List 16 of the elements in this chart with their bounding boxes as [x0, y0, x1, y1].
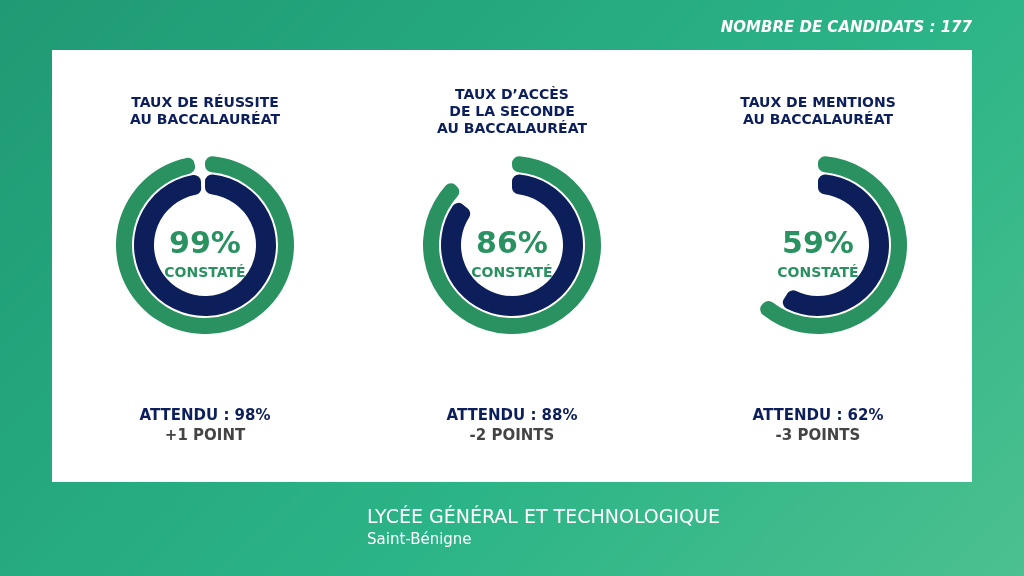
- text: -3 POINTS: [775, 425, 861, 444]
- chart-title: TAUX DE RÉUSSITE AU BACCALAURÉAT: [130, 93, 281, 127]
- text: NOMBRE DE CANDIDATS : 177: [720, 18, 972, 36]
- chart-title: TAUX DE MENTIONS AU BACCALAURÉAT: [740, 93, 897, 127]
- text: ATTENDU : 98%: [139, 405, 271, 424]
- text: 99%: [169, 224, 241, 260]
- chart-title: TAUX D’ACCÈS DE LA SECONDE AU BACCALAURÉAT: [436, 85, 588, 136]
- text: Saint-Bénigne: [367, 530, 472, 548]
- text: ATTENDU : 88%: [446, 405, 578, 424]
- text: ATTENDU : 62%: [752, 405, 884, 424]
- text: 86%: [475, 224, 548, 260]
- text: CONSTATÉ: [164, 264, 246, 280]
- text: +1 POINT: [164, 425, 246, 444]
- text: -2 POINTS: [469, 425, 555, 444]
- text: LYCÉE GÉNÉRAL ET TECHNOLOGIQUE: [367, 505, 720, 527]
- text: CONSTATÉ: [471, 264, 553, 280]
